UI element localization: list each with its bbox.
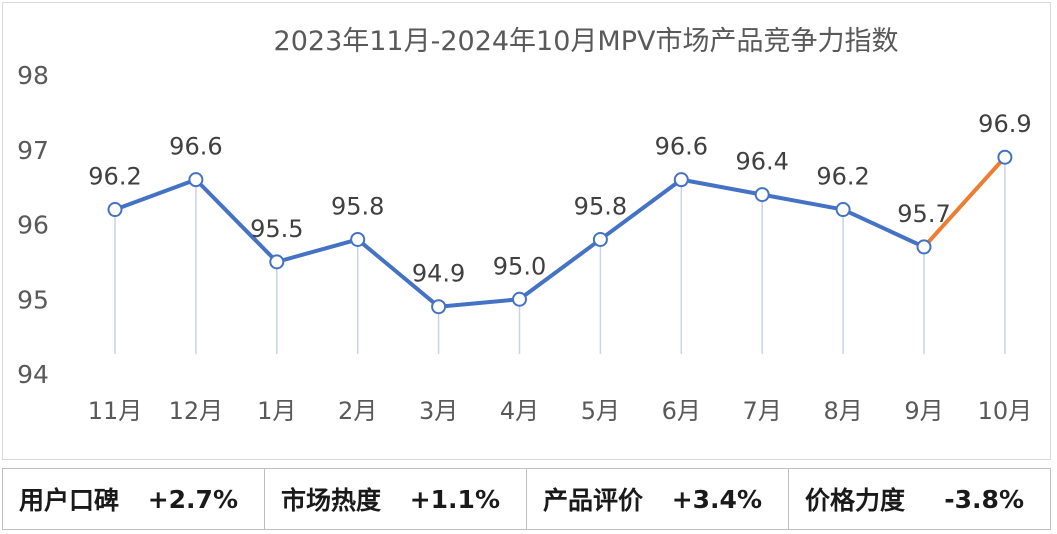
x-tick-label: 5月 <box>581 397 620 425</box>
series-segment <box>841 207 926 249</box>
data-label: 96.4 <box>735 148 788 176</box>
series-segment <box>193 177 279 264</box>
y-tick-label: 96 <box>17 211 49 240</box>
x-tick-label: 2月 <box>338 397 377 425</box>
data-labels: 96.2 96.6 95.5 95.8 94.9 95.0 95.8 96.6 96.4 96.2… <box>88 110 1031 288</box>
line-chart: 2023年11月-2024年10月MPV市场产品竞争力指数 94 95 96 97 98… <box>17 26 1032 425</box>
data-point <box>673 172 689 188</box>
data-point <box>997 149 1013 165</box>
chart-frame: 2023年11月-2024年10月MPV市场产品竞争力指数 94 95 96 97 98… <box>2 2 1051 460</box>
x-tick-label: 9月 <box>904 397 943 425</box>
metric-value: +3.4% <box>671 484 762 514</box>
data-point <box>107 202 123 218</box>
x-tick-label: 6月 <box>662 397 701 425</box>
data-label: 95.0 <box>493 252 546 280</box>
metric-label: 价格力度 <box>805 486 906 515</box>
metric-label: 市场热度 <box>281 486 382 515</box>
data-label: 96.9 <box>978 110 1031 138</box>
y-axis: 94 95 96 97 98 <box>17 61 49 389</box>
x-tick-label: 7月 <box>743 397 782 425</box>
data-label: 96.2 <box>88 163 141 191</box>
metric-value: +1.1% <box>409 484 500 514</box>
series-segment <box>922 155 1007 249</box>
data-point <box>431 299 447 315</box>
metric-price-strength: 价格力度 -3.8% <box>789 469 1050 529</box>
data-label: 96.2 <box>816 163 869 191</box>
data-point <box>512 291 527 307</box>
data-point <box>754 187 770 203</box>
x-tick-label: 1月 <box>257 397 296 425</box>
series-segment <box>436 297 522 309</box>
metric-value: -3.8% <box>944 484 1024 514</box>
data-point <box>835 202 851 218</box>
y-tick-label: 97 <box>17 136 49 165</box>
x-tick-label: 12月 <box>169 397 224 425</box>
data-label: 96.6 <box>169 133 222 161</box>
data-label: 96.6 <box>655 133 708 161</box>
data-point <box>350 231 366 247</box>
data-point <box>592 231 608 247</box>
data-label: 95.8 <box>331 192 384 220</box>
series-segment <box>274 237 360 264</box>
metric-label: 产品评价 <box>543 486 644 515</box>
metric-label: 用户口碑 <box>19 486 120 515</box>
drop-lines <box>114 157 1006 354</box>
x-axis: 11月 12月 1月 2月 3月 4月 5月 6月 7月 8月 9月 10月 <box>88 397 1032 425</box>
data-label: 95.5 <box>250 215 303 243</box>
y-tick-label: 98 <box>17 61 49 90</box>
data-point <box>916 239 932 255</box>
x-tick-label: 8月 <box>823 397 862 425</box>
data-point <box>188 172 204 188</box>
x-tick-label: 11月 <box>88 397 143 425</box>
series-markers <box>107 149 1013 315</box>
series-segment <box>679 177 765 197</box>
metric-market-heat: 市场热度 +1.1% <box>265 469 527 529</box>
data-label: 95.7 <box>897 200 950 228</box>
series-lines <box>113 155 1007 309</box>
metric-user-reputation: 用户口碑 +2.7% <box>3 469 265 529</box>
series-segment <box>760 192 846 212</box>
data-label: 95.8 <box>574 192 627 220</box>
x-tick-label: 10月 <box>978 397 1033 425</box>
data-point <box>269 254 285 270</box>
x-tick-label: 3月 <box>419 397 458 425</box>
series-segment <box>517 237 603 302</box>
series-segment <box>113 177 198 212</box>
metrics-bar: 用户口碑 +2.7% 市场热度 +1.1% 产品评价 +3.4% 价格力度 -3… <box>2 468 1051 530</box>
y-tick-label: 95 <box>17 285 49 314</box>
series-segment <box>355 237 441 309</box>
metric-value: +2.7% <box>147 484 238 514</box>
metric-product-rating: 产品评价 +3.4% <box>527 469 789 529</box>
y-tick-label: 94 <box>17 360 49 389</box>
x-tick-label: 4月 <box>500 397 539 425</box>
series-segment <box>598 177 684 242</box>
chart-title: 2023年11月-2024年10月MPV市场产品竞争力指数 <box>274 26 899 57</box>
data-label: 94.9 <box>412 260 465 288</box>
